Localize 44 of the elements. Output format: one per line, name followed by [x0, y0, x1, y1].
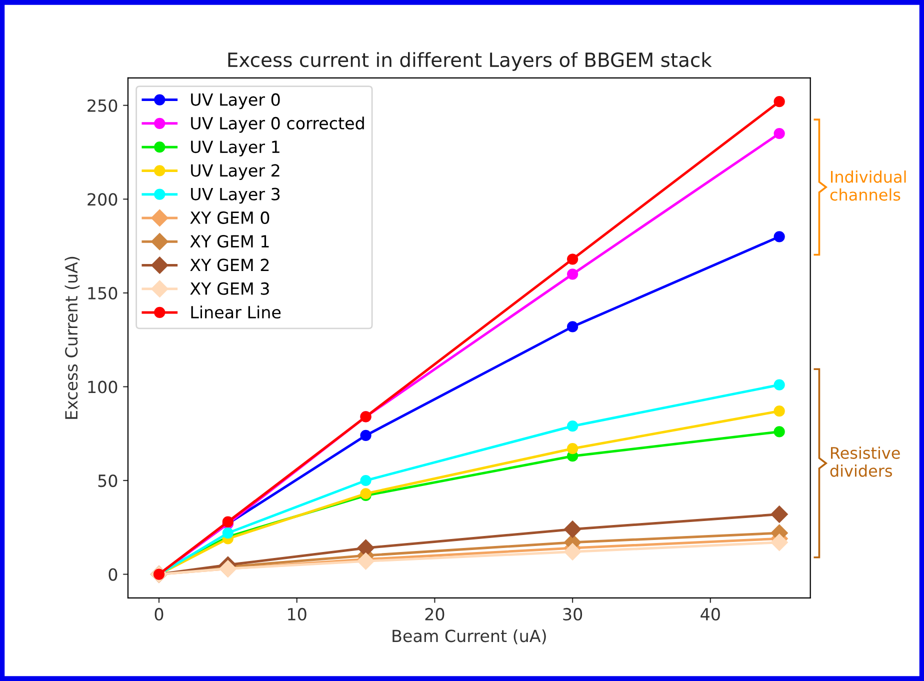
text: Resistive dividers [830, 446, 900, 477]
y-tick-label: 250 [88, 99, 118, 112]
point [770, 506, 788, 523]
legend-label: UV Layer 0 [191, 93, 280, 110]
legend-label: XY GEM 3 [190, 282, 269, 295]
x-tick-label: 40 [700, 608, 720, 621]
y-axis-title: Excess Current (uA) [64, 256, 80, 419]
chart-title: Excess current in different Layers of BBGEM stack [228, 52, 712, 71]
point [774, 96, 785, 108]
point [774, 379, 785, 390]
x-tick-label: 20 [425, 608, 444, 621]
point [566, 321, 578, 332]
point [357, 552, 374, 570]
y-tick-label: 150 [88, 286, 118, 300]
legend-label: UV Layer 2 [191, 164, 280, 180]
legend-label: UV Layer 0 corrected [191, 116, 364, 133]
point [222, 527, 234, 539]
point [566, 268, 578, 280]
legend-label: UV Layer 3 [191, 188, 280, 204]
y-tick-label: 50 [98, 474, 118, 488]
y-tick-label: 100 [88, 380, 118, 394]
legend-label: XY GEM 0 [190, 211, 270, 224]
y-tick-label: 200 [88, 193, 118, 206]
y-tick-label: 0 [108, 568, 118, 581]
point [774, 426, 785, 438]
point [566, 254, 578, 265]
point [564, 520, 582, 538]
legend-label: XY GEM 1 [190, 235, 269, 248]
x-tick-label: 10 [288, 608, 306, 621]
x-tick-label: 30 [563, 608, 582, 621]
point [770, 534, 788, 551]
legend-label: UV Layer 1 [191, 140, 280, 156]
x-tick-label: 0 [154, 608, 164, 621]
point [774, 406, 785, 417]
legend-label: Linear Line [191, 306, 281, 319]
point [774, 128, 785, 140]
legend-label: XY GEM 2 [190, 258, 269, 272]
x-axis-title: Beam Current (uA) [392, 629, 546, 644]
point [566, 443, 578, 454]
point [566, 420, 578, 432]
point [360, 430, 372, 442]
point [774, 231, 785, 242]
text: Individual channels [830, 170, 906, 201]
point [360, 474, 372, 486]
